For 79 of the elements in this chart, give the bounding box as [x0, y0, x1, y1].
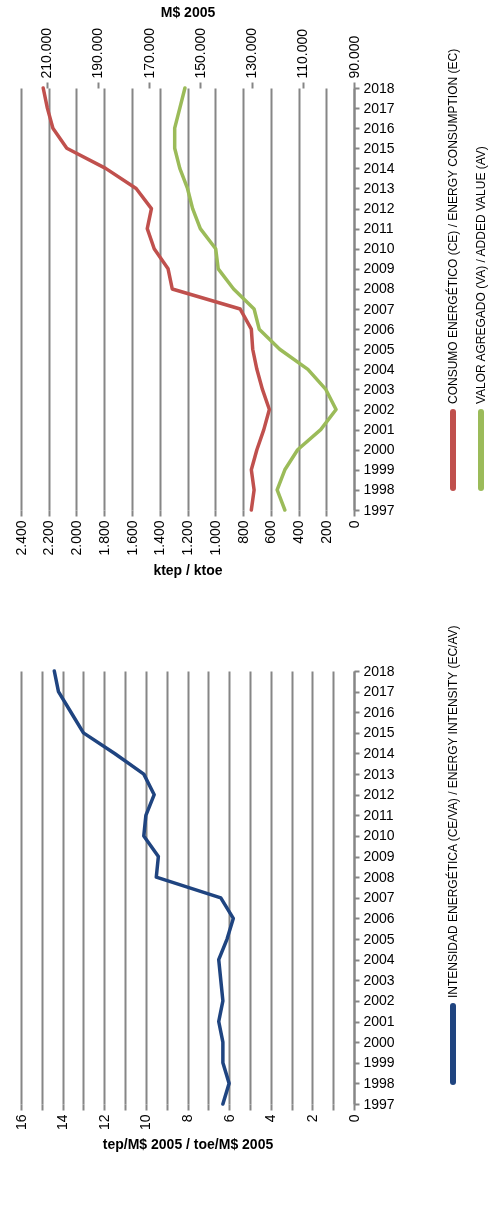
x2-tick-label: 170.000: [140, 27, 157, 79]
x-tick-label: 1.000: [206, 520, 223, 556]
x-tick-label: 2.200: [40, 520, 57, 556]
y-tick-label: 2001: [363, 1013, 395, 1030]
x-tick-label: 8: [179, 1114, 195, 1123]
y-tick-label: 2003: [363, 971, 395, 988]
y-tick-label: 2009: [363, 260, 395, 277]
x-tick-label: 400: [290, 520, 306, 544]
y-tick-label: 2017: [363, 683, 395, 700]
text: CONSUMO ENERGÉTICO (CE) / ENERGY CONSUMPTION (EC): [445, 48, 460, 404]
y-tick-label: 2013: [363, 765, 395, 782]
x2-tick-label: 130.000: [243, 27, 260, 79]
y-tick-label: 1999: [363, 1054, 395, 1071]
x-tick-label: 1.800: [95, 520, 112, 556]
y-tick-label: 2000: [363, 1033, 395, 1050]
x-tick-label: 4: [262, 1114, 279, 1123]
x-tick-label: 2: [303, 1114, 320, 1123]
x-tick-label: 14: [54, 1114, 71, 1131]
y-tick-label: 2011: [363, 220, 394, 237]
y-tick-label: 1997: [363, 1095, 395, 1112]
x-tick-label: 2.400: [12, 520, 29, 556]
y-tick-label: 2005: [363, 340, 395, 357]
y-tick-label: 2012: [363, 200, 395, 217]
y-tick-label: 2008: [363, 280, 395, 297]
text: VALOR AGREGADO (VA) / ADDED VALUE (AV): [474, 146, 488, 404]
y-tick-label: 2015: [363, 724, 395, 741]
y-tick-label: 2004: [363, 951, 395, 968]
y-tick-label: 2000: [363, 441, 395, 458]
y-tick-label: 1997: [363, 501, 395, 518]
y-tick-label: 2007: [363, 300, 395, 317]
y-tick-label: 2018: [363, 662, 395, 679]
x-tick-label: 12: [95, 1114, 112, 1131]
x-tick-label: 800: [234, 520, 251, 544]
y-tick-label: 1998: [363, 481, 395, 498]
x-tick-label: 0: [345, 1114, 362, 1123]
y-tick-label: 2007: [363, 889, 395, 906]
y-tick-label: 2016: [363, 119, 395, 136]
x2-axis-title: M$ 2005: [160, 3, 216, 20]
y-tick-label: 2011: [363, 806, 394, 823]
y-tick-label: 2001: [363, 421, 395, 438]
x-tick-label: 6: [220, 1114, 237, 1123]
x2-tick-label: 110.000: [294, 28, 311, 79]
y-tick-label: 2015: [363, 139, 395, 156]
y-tick-label: 2008: [363, 868, 395, 885]
y-tick-label: 2006: [363, 909, 395, 926]
x-axis-title: ktep / ktoe: [153, 561, 223, 578]
y-tick-label: 2013: [363, 179, 395, 196]
y-tick-label: 1999: [363, 461, 395, 478]
x-tick-label: 1.600: [123, 520, 140, 556]
y-tick-label: 2017: [363, 99, 395, 116]
y-tick-label: 2006: [363, 320, 395, 337]
text: INTENSIDAD ENERGÉTICA (CE/VA) / ENERGY INTENSITY (EC/AV): [445, 625, 460, 998]
y-tick-label: 2005: [363, 930, 395, 947]
x2-tick-label: 90.000: [345, 35, 362, 79]
x-tick-label: 1.400: [151, 520, 168, 556]
y-tick-label: 2002: [363, 992, 395, 1009]
x-tick-label: 16: [12, 1114, 29, 1131]
x-axis-title: tep/M$ 2005 / toe/M$ 2005: [102, 1136, 274, 1153]
y-tick-label: 2014: [363, 159, 395, 176]
y-tick-label: 2004: [363, 360, 395, 377]
x-tick-label: 0: [345, 520, 362, 529]
y-tick-label: 1998: [363, 1074, 395, 1091]
y-tick-label: 2009: [363, 848, 395, 865]
x2-tick-label: 190.000: [89, 27, 106, 79]
y-tick-label: 2003: [363, 380, 395, 397]
x2-tick-label: 150.000: [191, 27, 208, 79]
x2-tick-label: 210.000: [38, 27, 55, 79]
y-tick-label: 2016: [363, 703, 395, 720]
x-tick-label: 10: [137, 1114, 154, 1131]
x-tick-label: 1.200: [179, 520, 195, 556]
y-tick-label: 2010: [363, 240, 395, 257]
x-tick-label: 2.000: [68, 520, 84, 556]
y-tick-label: 2014: [363, 744, 395, 761]
y-tick-label: 2002: [363, 401, 395, 418]
x-tick-label: 200: [317, 520, 334, 544]
y-tick-label: 2012: [363, 786, 395, 803]
y-tick-label: 2018: [363, 79, 395, 96]
y-tick-label: 2010: [363, 827, 395, 844]
x-tick-label: 600: [262, 520, 279, 544]
